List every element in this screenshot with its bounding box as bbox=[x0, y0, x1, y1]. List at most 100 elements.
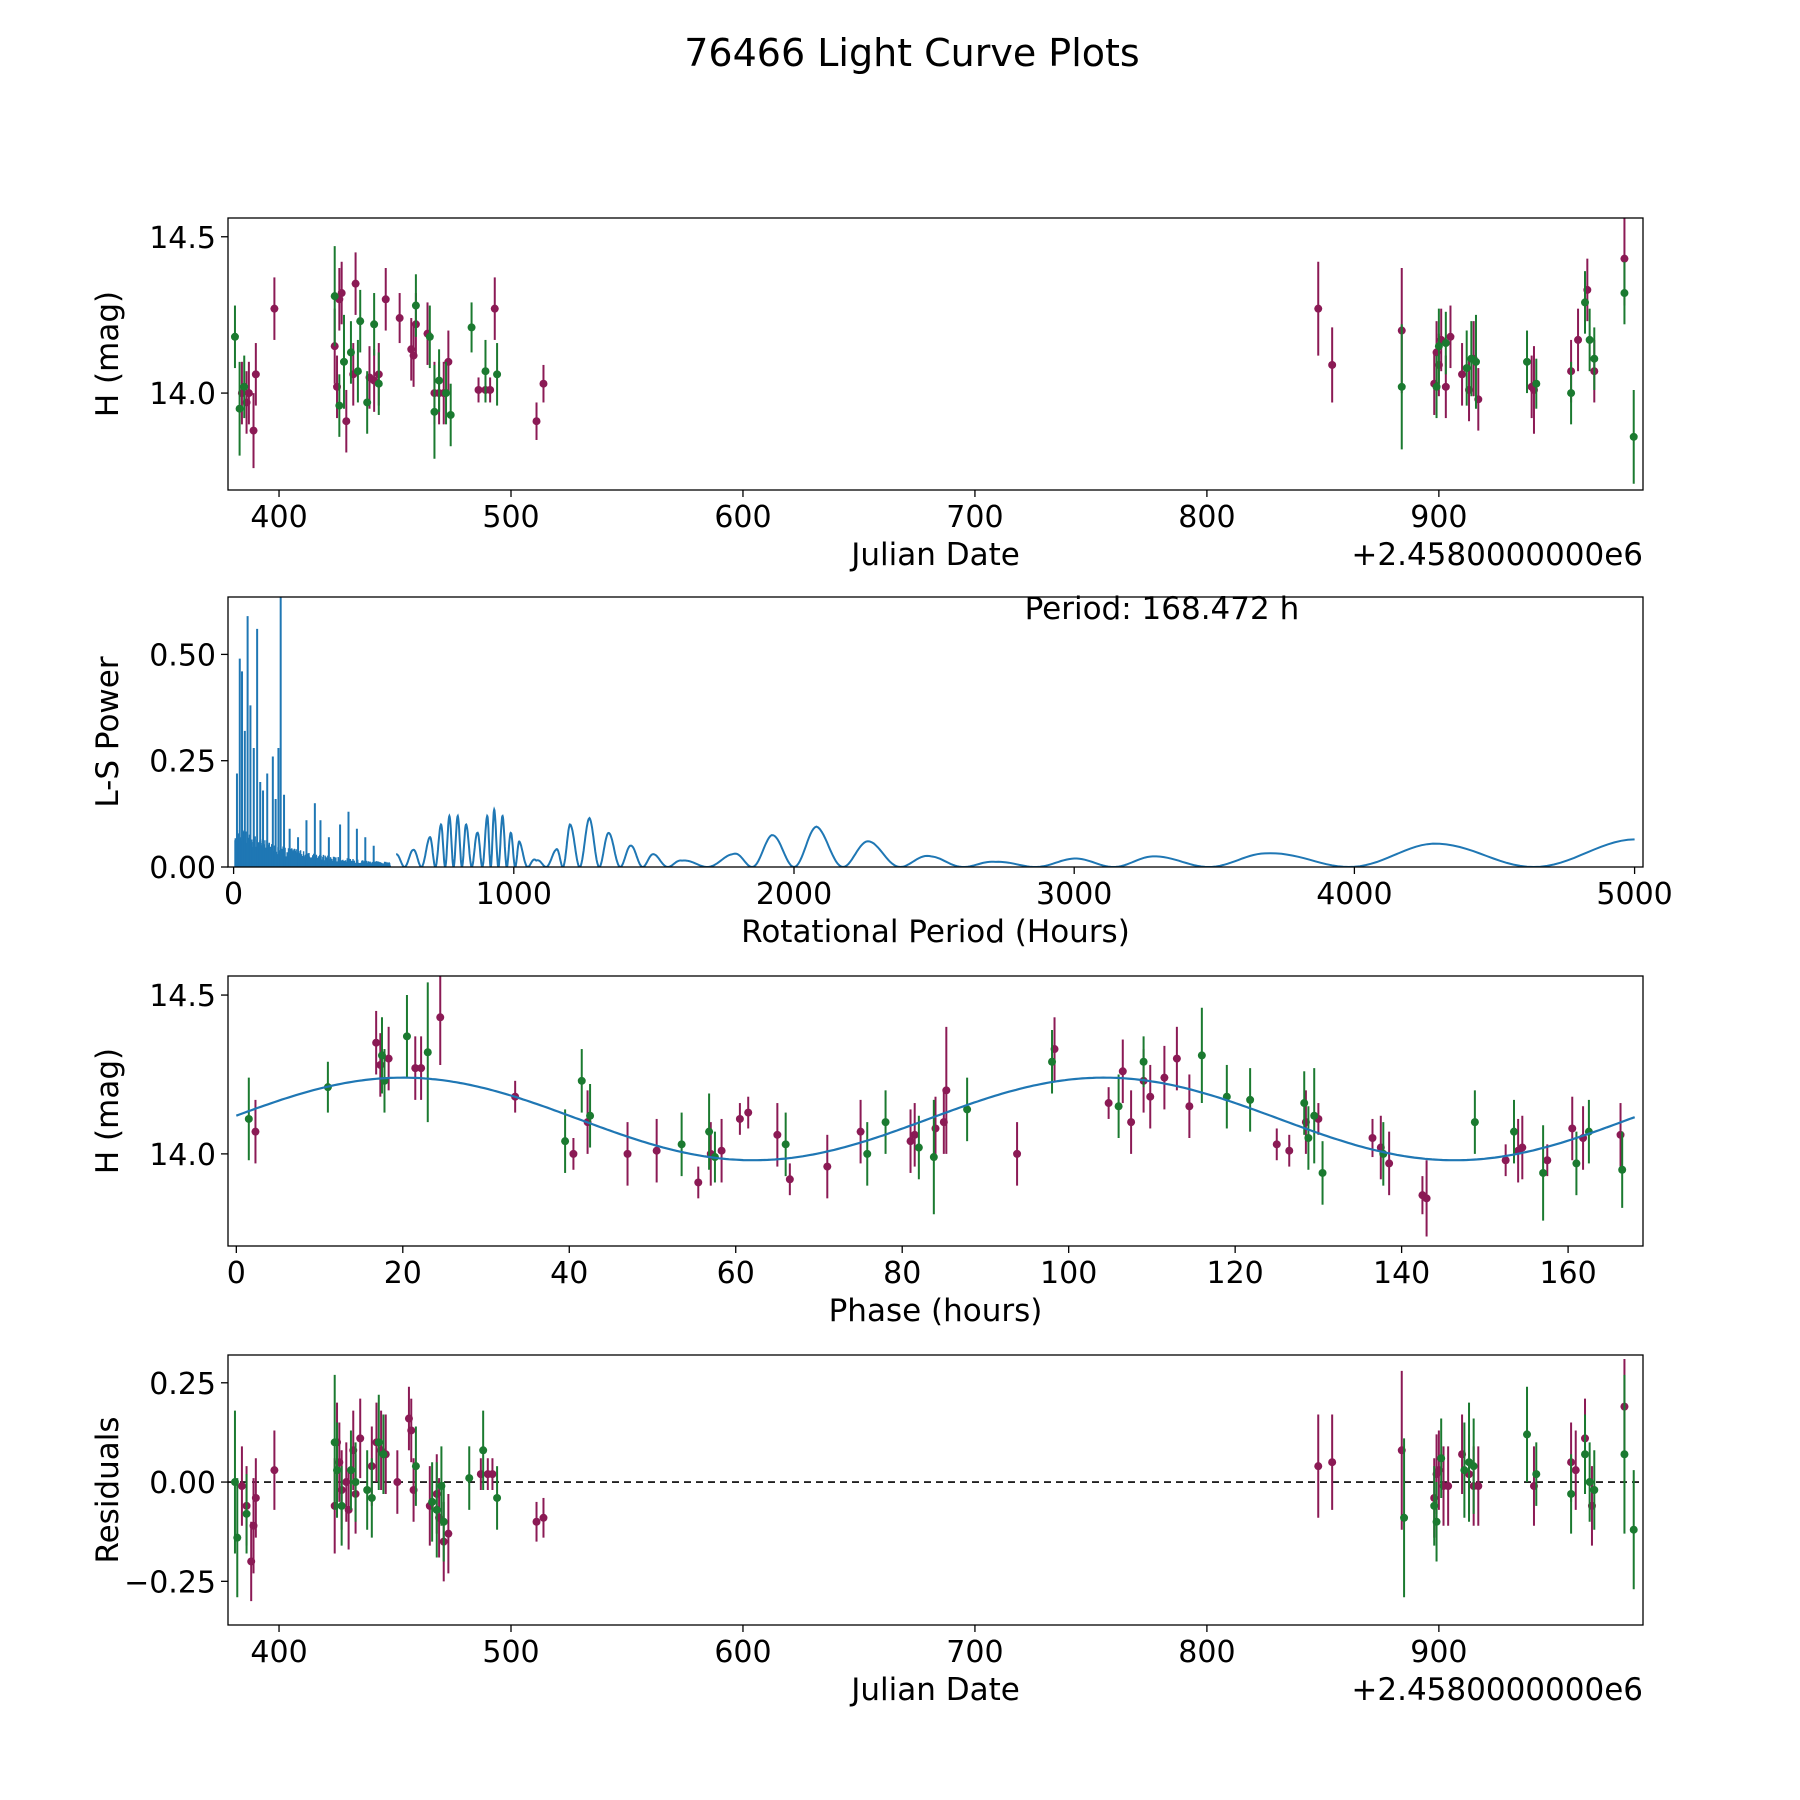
data-point bbox=[1460, 1466, 1469, 1475]
data-point bbox=[244, 1114, 253, 1123]
data-point bbox=[539, 379, 548, 388]
x-tick-label: 500 bbox=[482, 500, 539, 535]
data-point bbox=[1567, 389, 1576, 398]
data-point bbox=[1300, 1099, 1309, 1108]
x-axis-label: Julian Date bbox=[849, 1672, 1020, 1708]
x-tick-label: 5000 bbox=[1596, 877, 1672, 912]
data-point bbox=[1518, 1143, 1527, 1152]
x-tick-label: 600 bbox=[714, 500, 771, 535]
data-point bbox=[486, 385, 495, 394]
data-point bbox=[586, 1111, 595, 1120]
data-point bbox=[356, 317, 365, 326]
data-point bbox=[436, 1013, 445, 1022]
y-axis-label: H (mag) bbox=[90, 1048, 126, 1174]
residuals-panel: 400 500 600 700 800 900 −0.25 0.00 0.25 Julian Da… bbox=[90, 1354, 1644, 1708]
data-point bbox=[428, 1497, 437, 1506]
data-point bbox=[1446, 332, 1455, 341]
x-tick-label: 160 bbox=[1539, 1256, 1596, 1291]
data-point bbox=[1397, 382, 1406, 391]
data-point bbox=[374, 379, 383, 388]
data-point bbox=[395, 314, 404, 323]
data-point bbox=[490, 304, 499, 313]
data-point bbox=[694, 1178, 703, 1187]
series-filter-r bbox=[237, 218, 1629, 469]
data-point bbox=[439, 1517, 448, 1526]
x-tick-label: 400 bbox=[250, 1635, 307, 1670]
x-tick-label: 700 bbox=[946, 500, 1003, 535]
data-point bbox=[411, 1064, 420, 1073]
data-point bbox=[481, 367, 490, 376]
data-point bbox=[1434, 342, 1443, 351]
data-point bbox=[1385, 1159, 1394, 1168]
data-point bbox=[411, 1462, 420, 1471]
data-point bbox=[432, 1505, 441, 1514]
data-point bbox=[435, 376, 444, 385]
data-point bbox=[240, 382, 249, 391]
periodogram-line-group bbox=[234, 597, 1635, 867]
data-point bbox=[337, 289, 346, 298]
data-point bbox=[623, 1149, 632, 1158]
data-point bbox=[446, 410, 455, 419]
data-point bbox=[384, 1054, 393, 1063]
data-point bbox=[1285, 1146, 1294, 1155]
data-point bbox=[488, 1470, 497, 1479]
data-point bbox=[270, 304, 279, 313]
data-point bbox=[1474, 1482, 1483, 1491]
data-point bbox=[785, 1175, 794, 1184]
x-tick-label: 600 bbox=[714, 1635, 771, 1670]
data-point bbox=[652, 1146, 661, 1155]
plot-frame bbox=[227, 975, 1644, 1247]
data-point bbox=[1444, 1482, 1453, 1491]
phase-folded-panel: 0 20 40 60 80 100 120 140 160 14.0 14.5 Phase (hour… bbox=[90, 975, 1644, 1329]
data-point bbox=[1314, 304, 1323, 313]
data-point bbox=[474, 385, 483, 394]
x-tick-label: 40 bbox=[550, 1256, 588, 1291]
data-point bbox=[1422, 1194, 1431, 1203]
y-tick-label: 0.25 bbox=[149, 1367, 216, 1402]
x-tick-label: 3000 bbox=[1036, 877, 1112, 912]
x-tick-label: 400 bbox=[250, 500, 307, 535]
data-point bbox=[367, 1493, 376, 1502]
data-point bbox=[532, 417, 541, 426]
data-point bbox=[374, 1438, 383, 1447]
data-point bbox=[1585, 335, 1594, 344]
data-point bbox=[1432, 1517, 1441, 1526]
data-point bbox=[1318, 1168, 1327, 1177]
data-point bbox=[677, 1140, 686, 1149]
y-tick-label: 14.5 bbox=[149, 979, 216, 1014]
data-point bbox=[249, 426, 258, 435]
x-axis-label: Phase (hours) bbox=[829, 1293, 1043, 1329]
data-point bbox=[353, 367, 362, 376]
y-tick-label: 14.0 bbox=[149, 377, 216, 412]
data-point bbox=[335, 401, 344, 410]
periodogram-curve bbox=[396, 806, 1635, 867]
data-point bbox=[465, 1474, 474, 1483]
data-point bbox=[1618, 1165, 1627, 1174]
data-point bbox=[351, 279, 360, 288]
data-point bbox=[1441, 339, 1450, 348]
data-point bbox=[1304, 1134, 1313, 1142]
data-point bbox=[402, 1032, 411, 1041]
data-point bbox=[1437, 1454, 1446, 1463]
data-point bbox=[577, 1076, 586, 1085]
data-point bbox=[1246, 1095, 1255, 1104]
x-tick-label: 100 bbox=[1040, 1256, 1097, 1291]
data-point bbox=[411, 301, 420, 310]
x-tick-label: 500 bbox=[482, 1635, 539, 1670]
x-tick-label: 900 bbox=[1410, 1635, 1467, 1670]
x-tick-label: 900 bbox=[1410, 500, 1467, 535]
data-point bbox=[1272, 1140, 1281, 1149]
data-point bbox=[1310, 1111, 1319, 1120]
y-tick-label: −0.25 bbox=[124, 1565, 216, 1600]
data-point bbox=[1509, 1127, 1518, 1136]
plot-frame bbox=[227, 1354, 1644, 1626]
data-point bbox=[1571, 1466, 1580, 1475]
data-point bbox=[242, 1509, 251, 1518]
series-filter-r bbox=[251, 976, 1625, 1237]
data-point bbox=[1620, 289, 1629, 298]
data-point bbox=[744, 1108, 753, 1117]
data-point bbox=[735, 1114, 744, 1123]
data-point bbox=[1581, 298, 1590, 307]
data-point bbox=[856, 1127, 865, 1136]
data-point bbox=[1048, 1057, 1057, 1066]
